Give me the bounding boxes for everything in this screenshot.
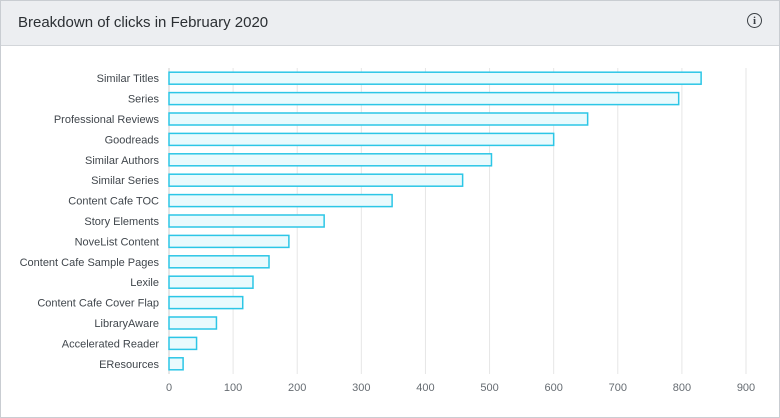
x-tick-label: 900 [737, 382, 755, 394]
bar [168, 112, 589, 126]
category-label: Goodreads [105, 134, 160, 146]
category-label: Similar Titles [97, 73, 160, 85]
category-label: Accelerated Reader [62, 338, 160, 350]
category-label: NoveList Content [75, 236, 159, 248]
x-tick-label: 200 [288, 382, 306, 394]
bar [168, 193, 393, 208]
bar [168, 173, 464, 187]
x-tick-label: 500 [480, 382, 498, 394]
category-label: Story Elements [84, 216, 159, 228]
bar [168, 316, 218, 330]
bar [168, 71, 702, 85]
bar [168, 255, 270, 269]
x-tick-label: 100 [224, 382, 242, 394]
info-icon[interactable]: i [747, 13, 762, 28]
category-label: Series [128, 94, 160, 106]
category-label: Similar Authors [85, 155, 159, 167]
category-label: LibraryAware [94, 318, 159, 330]
x-tick-label: 600 [544, 382, 562, 394]
bar [168, 132, 555, 147]
panel-title: Breakdown of clicks in February 2020 [18, 14, 269, 31]
bar [168, 357, 184, 371]
category-label: Professional Reviews [54, 114, 160, 126]
x-tick-label: 300 [352, 382, 370, 394]
bar-chart: 0 100 200 300 400 500 600 700 800 900 Similar Titl… [20, 68, 755, 394]
panel-header: Breakdown of clicks in February 2020 i [1, 1, 779, 46]
x-tick-label: 800 [673, 382, 691, 394]
category-label: Lexile [130, 277, 159, 289]
category-label: EResources [99, 359, 159, 371]
category-label: Similar Series [91, 175, 159, 187]
chart-area: 0 100 200 300 400 500 600 700 800 900 Similar Titl… [1, 46, 779, 417]
x-tick-label: 0 [166, 382, 172, 394]
bar [168, 214, 325, 228]
bar [168, 295, 244, 310]
bar [168, 91, 680, 106]
x-tick-label: 700 [609, 382, 627, 394]
bar [168, 153, 493, 167]
category-label: Content Cafe Sample Pages [20, 257, 160, 269]
bar [168, 234, 290, 249]
category-label: Content Cafe Cover Flap [37, 298, 159, 310]
bar [168, 275, 254, 289]
x-tick-label: 400 [416, 382, 434, 394]
bar [168, 336, 198, 351]
category-label: Content Cafe TOC [68, 196, 159, 208]
